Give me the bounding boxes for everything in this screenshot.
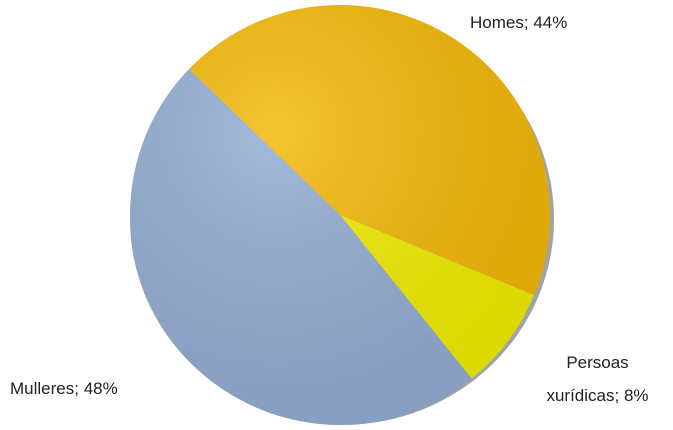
data-label: Mulleres; 48%	[10, 372, 210, 405]
category-label: Persoas xurídicas;	[546, 353, 629, 405]
data-label: Homes; 44%	[470, 6, 670, 39]
data-label: Persoas xurídicas; 8%	[540, 346, 655, 412]
value-label: 48%	[83, 379, 118, 398]
value-label: 44%	[533, 13, 568, 32]
category-label: Homes;	[470, 13, 529, 32]
category-label: Mulleres;	[10, 379, 79, 398]
pie-highlight	[130, 5, 550, 425]
value-label: 8%	[623, 386, 649, 405]
